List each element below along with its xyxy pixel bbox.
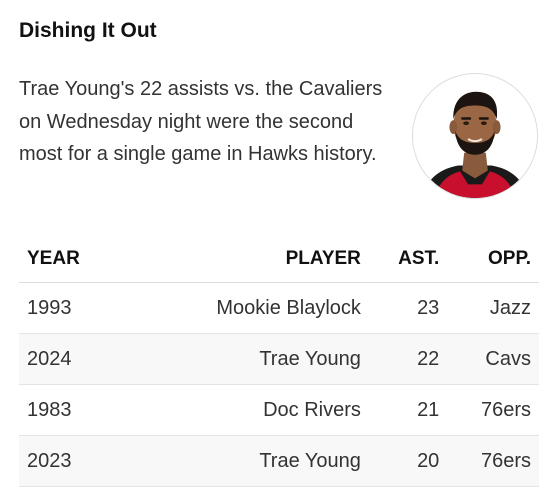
cell-player: Doc Rivers: [119, 384, 369, 436]
table-header-row: YEAR PLAYER AST. OPP.: [19, 236, 539, 283]
cell-opp: Jazz: [447, 282, 539, 334]
cell-player: Trae Young: [119, 435, 369, 487]
cell-year: 1993: [19, 282, 120, 334]
column-header-ast: AST.: [368, 236, 448, 283]
cell-year: 2024: [19, 333, 120, 385]
cell-ast: 23: [368, 282, 448, 334]
assists-table: YEAR PLAYER AST. OPP. 1993 Mookie Blaylo…: [19, 236, 539, 487]
column-header-player: PLAYER: [119, 236, 369, 283]
cell-opp: Cavs: [447, 333, 539, 385]
cell-year: 2023: [19, 435, 120, 487]
article-description: Trae Young's 22 assists vs. the Cavalier…: [19, 78, 383, 165]
player-avatar: [412, 73, 538, 199]
cell-ast: 20: [368, 435, 448, 487]
cell-ast: 22: [368, 333, 448, 385]
article-title: Dishing It Out: [19, 19, 157, 42]
cell-ast: 21: [368, 384, 448, 436]
table-row: 2023 Trae Young 20 76ers: [19, 435, 539, 487]
table-row: 1993 Mookie Blaylock 23 Jazz: [19, 282, 539, 334]
column-header-opp: OPP.: [447, 236, 539, 283]
player-headshot-icon: [422, 91, 528, 198]
table-row: 2024 Trae Young 22 Cavs: [19, 333, 539, 385]
cell-player: Mookie Blaylock: [119, 282, 369, 334]
cell-year: 1983: [19, 384, 120, 436]
column-header-year: YEAR: [19, 236, 120, 283]
cell-player: Trae Young: [119, 333, 369, 385]
cell-opp: 76ers: [447, 384, 539, 436]
table-row: 1983 Doc Rivers 21 76ers: [19, 384, 539, 436]
cell-opp: 76ers: [447, 435, 539, 487]
